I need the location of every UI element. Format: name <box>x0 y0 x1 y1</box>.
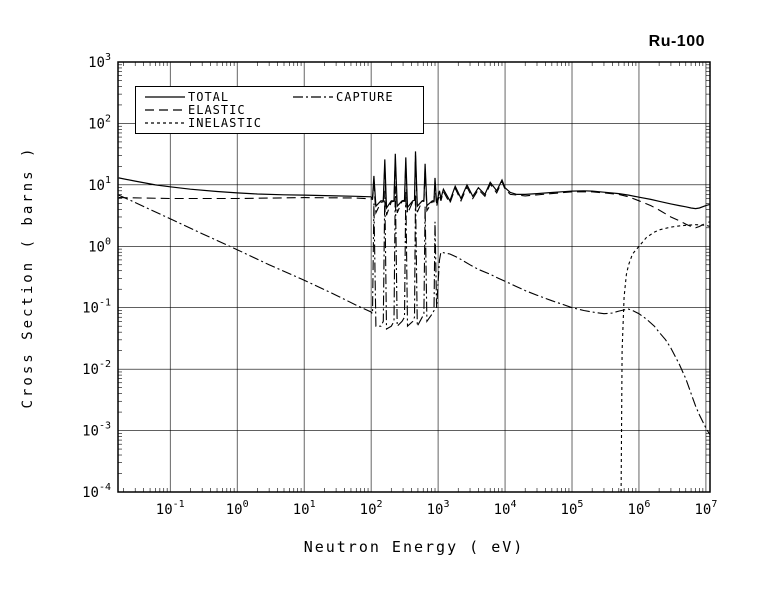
legend-label-elastic: ELASTIC <box>188 103 246 117</box>
series-total <box>118 151 710 210</box>
x-tick-label: 104 <box>494 499 517 518</box>
x-tick-label: 101 <box>293 499 316 518</box>
x-tick-label: 103 <box>427 499 450 518</box>
x-tick-label: 102 <box>360 499 383 518</box>
elastic-line-sample <box>145 109 185 111</box>
legend-label-inelastic: INELASTIC <box>188 116 263 130</box>
y-axis-label: Cross Section ( barns ) <box>20 145 36 409</box>
total-line-sample <box>145 96 185 98</box>
legend-item-capture: CAPTURE <box>292 90 423 104</box>
y-tick-label: 10-2 <box>82 359 111 378</box>
legend: TOTAL ELASTIC INELASTIC CAPTURE <box>135 86 424 134</box>
legend-column-1: TOTAL ELASTIC INELASTIC <box>136 87 284 133</box>
capture-line-sample <box>293 96 333 98</box>
legend-label-capture: CAPTURE <box>336 90 394 104</box>
legend-item-inelastic: INELASTIC <box>144 116 284 130</box>
inelastic-line-sample <box>145 122 185 124</box>
y-tick-label: 10-3 <box>82 421 111 440</box>
legend-item-elastic: ELASTIC <box>144 103 284 117</box>
series-inelastic <box>620 224 710 492</box>
legend-item-total: TOTAL <box>144 90 284 104</box>
y-tick-label: 10-1 <box>82 298 111 317</box>
y-tick-label: 102 <box>88 113 111 132</box>
y-tick-label: 101 <box>88 175 111 194</box>
nuclide-title: Ru-100 <box>648 33 705 50</box>
plot-border <box>117 61 711 493</box>
legend-column-2: CAPTURE <box>284 87 423 133</box>
y-tick-label: 103 <box>88 52 111 71</box>
legend-label-total: TOTAL <box>188 90 230 104</box>
x-tick-label: 100 <box>226 499 249 518</box>
x-tick-label: 10-1 <box>156 499 185 518</box>
series-capture <box>118 186 710 436</box>
y-tick-label: 10-4 <box>82 482 111 501</box>
y-tick-label: 100 <box>88 236 111 255</box>
x-tick-label: 107 <box>694 499 717 518</box>
x-tick-label: 106 <box>628 499 651 518</box>
x-tick-label: 105 <box>561 499 584 518</box>
x-axis-label: Neutron Energy ( eV) <box>303 538 525 556</box>
series-elastic <box>118 155 710 229</box>
